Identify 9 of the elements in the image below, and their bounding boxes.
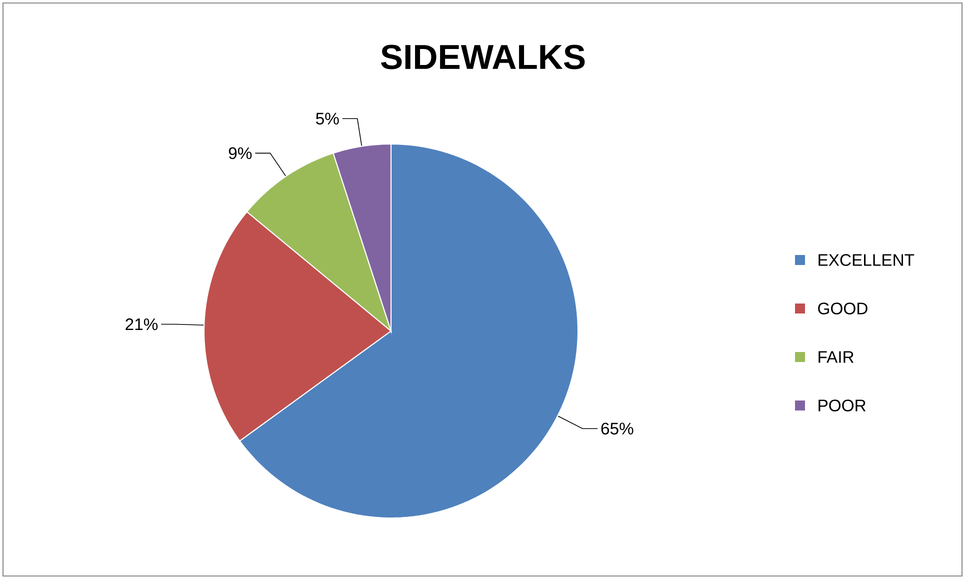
legend-label: POOR [818, 400, 866, 412]
data-label: 21% [126, 318, 158, 330]
data-label: 9% [228, 147, 252, 160]
data-label: 5% [316, 112, 339, 125]
legend-label: GOOD [818, 302, 868, 314]
legend-label: EXCELLENT [818, 254, 914, 266]
legend-label: FAIR [818, 351, 854, 363]
chart-title: SIDEWALKS [380, 44, 585, 70]
data-label: 65% [601, 422, 634, 435]
